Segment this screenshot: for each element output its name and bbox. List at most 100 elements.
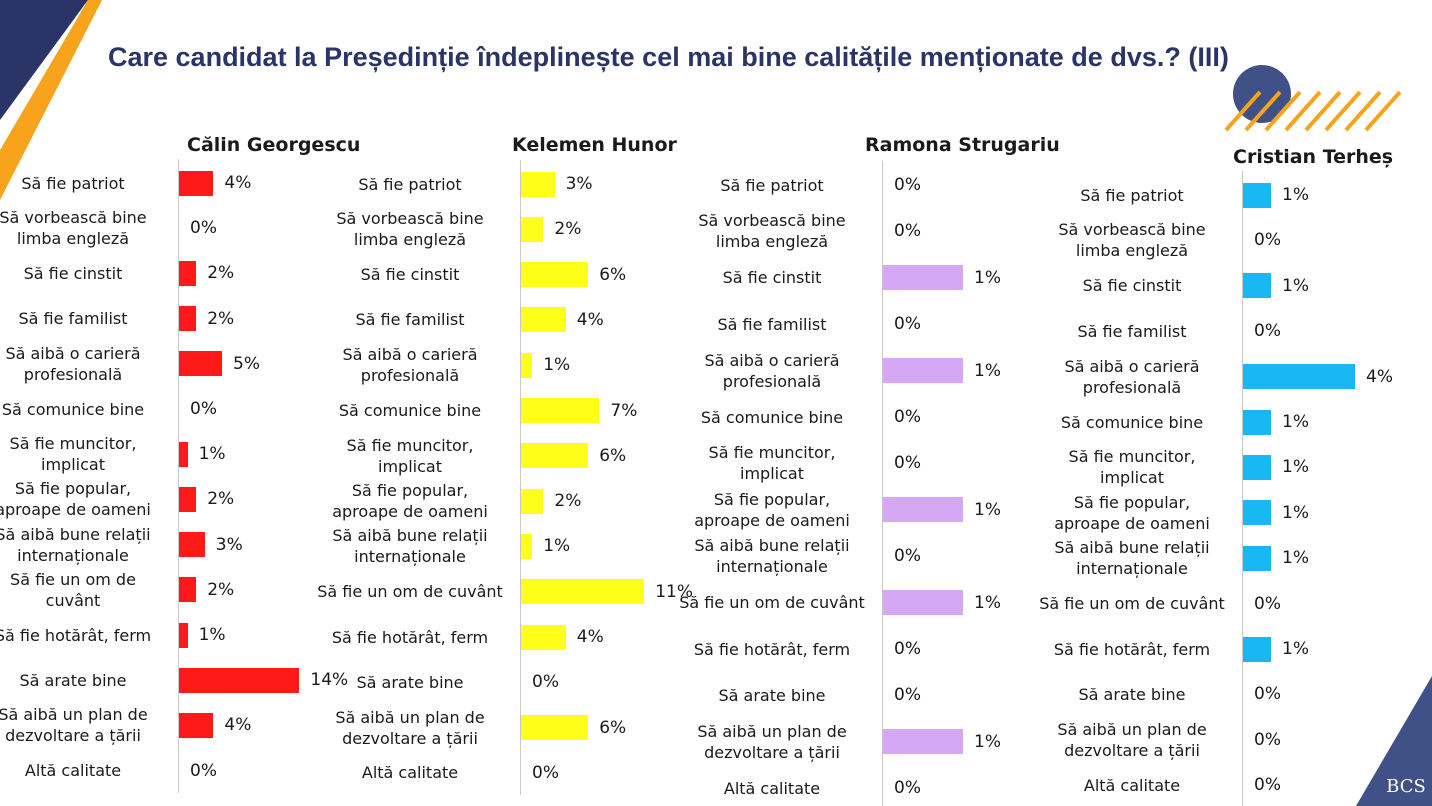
chart-2-category-label: Să arate bine (672, 673, 872, 717)
chart-2-value-label: 1% (974, 592, 1001, 613)
chart-0-category-label: Altă calitate (0, 749, 168, 793)
chart-2-category-label: Să vorbească bine limba engleză (672, 209, 872, 253)
chart-2-category-label: Să fie hotărât, ferm (672, 627, 872, 671)
chart-3-axis-line (1242, 171, 1243, 806)
chart-3-category-line: Să vorbească bine (1058, 220, 1206, 240)
chart-2-category-line: Să aibă o carieră (704, 350, 840, 370)
chart-0-value-label: 0% (190, 399, 217, 419)
chart-1-value-label: 6% (599, 717, 627, 738)
chart-0-category-line: profesională (23, 364, 123, 384)
chart-3-category-label: Să fie hotărât, ferm (1032, 627, 1232, 671)
chart-1-value-label: 1% (543, 355, 571, 376)
chart-3-category-line: Altă calitate (1083, 775, 1181, 795)
chart-1-category-line: Să aibă o carieră (342, 345, 478, 365)
chart-2-value-label: 0% (894, 685, 921, 706)
chart-0-category-label: Să fie muncitor, implicat (0, 432, 168, 476)
chart-1-category-line: Să comunice bine (338, 401, 482, 420)
chart-3-category-line: internaționale (1076, 559, 1188, 579)
chart-1-category-label: Să aibă bune relații internaționale (310, 524, 510, 568)
chart-3-category-label: Altă calitate (1032, 763, 1232, 806)
chart-1-category-label: Să fie patriot (310, 162, 510, 206)
chart-3-bar (1243, 409, 1271, 435)
chart-3-bar (1243, 273, 1271, 299)
chart-3-category-line: Să fie familist (1077, 321, 1187, 341)
chart-1-category-line: Să fie un om de cuvânt (317, 582, 503, 602)
orange-hatch-stripes (1224, 90, 1402, 132)
chart-0-category-line: internaționale (17, 545, 129, 565)
chart-0-category-line: Să fie familist (18, 309, 128, 329)
chart-0-bar (179, 486, 197, 512)
chart-2-value-label: 1% (974, 267, 1001, 288)
chart-0-category-line: aproape de oameni (0, 500, 151, 520)
chart-2-category-label: Să aibă o carieră profesională (672, 349, 872, 393)
chart-0-bar (179, 441, 188, 467)
chart-2-value-label: 0% (894, 453, 921, 474)
chart-0-value-label: 2% (207, 579, 235, 600)
chart-1-value-label: 4% (576, 309, 604, 330)
chart-1-value-label: 1% (543, 536, 571, 557)
chart-3-category-label: Să comunice bine (1032, 400, 1232, 444)
chart-3-value-label: 0% (1254, 684, 1281, 705)
chart-2-bar (883, 265, 963, 291)
chart-1-value-label: 2% (554, 491, 582, 512)
chart-0-value-label: 2% (207, 308, 235, 329)
chart-1-category-label: Să aibă un plan de dezvoltare a țării (310, 706, 510, 750)
chart-2-value-label: 0% (894, 546, 921, 567)
chart-1-value-label: 6% (599, 264, 627, 285)
chart-3-category-line: Să aibă o carieră (1064, 356, 1200, 376)
chart-0-value-label: 14% (310, 670, 349, 691)
orange-corner-stripe (0, 0, 102, 200)
bcs-logo: BCS (1386, 776, 1426, 797)
chart-3-bar (1243, 182, 1271, 208)
chart-0-bar (179, 351, 222, 377)
chart-1-category-line: Să fie cinstit (360, 265, 460, 285)
chart-1-category-label: Să comunice bine (310, 389, 510, 433)
chart-0-category-line: dezvoltare a țării (5, 726, 141, 746)
chart-0-value-label: 0% (190, 760, 217, 781)
navy-corner-triangle (0, 0, 88, 120)
chart-3-category-line: Să fie patriot (1080, 185, 1184, 205)
chart-2-category-line: Să fie familist (717, 314, 827, 334)
chart-1-category-line: implicat (378, 456, 442, 476)
chart-0-category-label: Să comunice bine (0, 387, 168, 431)
chart-0-category-label: Să fie patriot (0, 161, 168, 205)
chart-0-category-line: Să aibă bune relații (0, 524, 151, 544)
chart-2-bar (883, 497, 963, 523)
chart-2-value-label: 0% (894, 639, 921, 659)
chart-1-bar (521, 579, 645, 605)
chart-1-value-label: 0% (532, 672, 559, 693)
panel-title-0: Călin Georgescu (187, 134, 361, 156)
chart-1-bar (521, 443, 589, 469)
chart-2-category-line: profesională (722, 371, 822, 391)
chart-0-category-line: Să aibă un plan de (0, 705, 148, 725)
chart-3-value-label: 1% (1282, 502, 1309, 523)
chart-0-category-line: Să comunice bine (1, 399, 145, 419)
chart-1-category-label: Să fie cinstit (310, 253, 510, 297)
chart-3-category-label: Să fie un om de cuvânt (1032, 582, 1232, 626)
chart-2-category-line: Să aibă bune relații (694, 536, 850, 556)
chart-1-bar (521, 624, 566, 650)
panel-title-1: Kelemen Hunor (512, 134, 677, 156)
chart-1-bar (521, 398, 600, 423)
chart-2-axis-line (882, 161, 883, 806)
chart-2-category-line: Să fie un om de cuvânt (679, 593, 865, 613)
chart-1-bar (521, 216, 544, 242)
chart-3-category-line: Să fie hotărât, ferm (1053, 639, 1211, 659)
chart-1-bar (521, 488, 544, 514)
chart-2-category-label: Altă calitate (672, 766, 872, 806)
chart-3-category-line: limba engleză (1075, 241, 1189, 261)
chart-3-category-label: Să aibă un plan de dezvoltare a țării (1032, 718, 1232, 762)
chart-1-category-line: aproape de oameni (332, 502, 488, 522)
chart-3-bar (1243, 636, 1271, 662)
chart-0-category-line: cuvânt (45, 590, 101, 610)
chart-1-value-label: 3% (565, 174, 593, 194)
chart-0-bar (179, 712, 214, 738)
chart-2-category-line: Să vorbească bine (698, 211, 846, 231)
chart-2-category-line: internaționale (716, 557, 828, 577)
chart-0-value-label: 4% (224, 715, 252, 736)
chart-3-category-line: Să fie un om de cuvânt (1039, 594, 1225, 614)
chart-1-category-line: profesională (360, 366, 460, 386)
chart-2-value-label: 0% (894, 314, 921, 335)
chart-1-value-label: 11% (655, 581, 693, 602)
